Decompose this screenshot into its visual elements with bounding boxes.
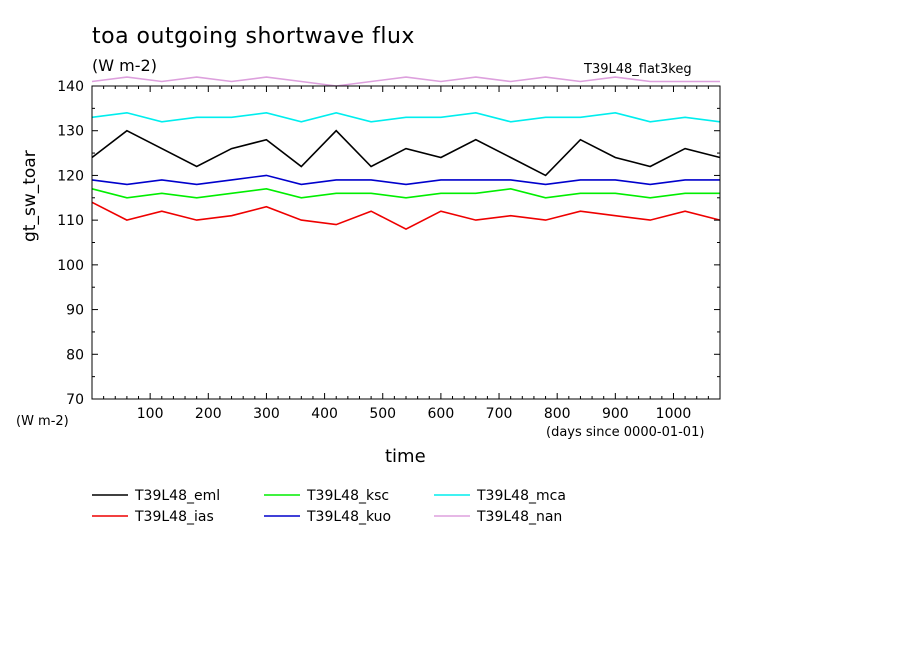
y-axis-units: (W m-2) [16,414,69,429]
run-label: T39L48_flat3keg [584,62,692,77]
chart-title: toa outgoing shortwave flux [92,24,415,49]
x-tick-label: 300 [253,406,280,422]
legend-label-T39L48_ias: T39L48_ias [134,509,214,525]
series-layer [91,76,721,230]
y-tick-label: 100 [57,258,84,274]
series-line-T39L48_nan [91,76,720,87]
x-tick-label: 800 [544,406,571,422]
series-line-T39L48_mca [91,111,721,123]
x-axis-title: time [385,446,426,467]
chart-subtitle: (W m-2) [92,56,157,75]
series-line-T39L48_ias [91,201,721,230]
y-tick-label: 130 [57,124,84,140]
y-tick-label: 120 [57,168,84,184]
x-tick-label: 100 [137,406,164,422]
legend-label-T39L48_ksc: T39L48_ksc [306,488,389,504]
x-tick-label: 1000 [656,406,692,422]
plot-frame [91,85,721,400]
y-tick-label: 90 [66,303,84,319]
legend: T39L48_eml T39L48_ias T39L48_ksc T39L48_kuo… [92,488,566,525]
series-line-T39L48_ksc [91,187,720,199]
legend-label-T39L48_eml: T39L48_eml [134,488,220,504]
y-tick-label: 110 [57,213,84,229]
x-tick-label: 500 [369,406,396,422]
x-tick-label: 900 [602,406,629,422]
y-tick-label: 80 [66,347,84,363]
y-tick-label: 70 [66,392,84,408]
legend-label-T39L48_nan: T39L48_nan [476,509,562,525]
x-axis-units: (days since 0000-01-01) [546,425,705,440]
series-line-T39L48_eml [91,129,721,177]
x-tick-label: 700 [486,406,513,422]
y-tick-label: 140 [57,79,84,95]
legend-label-T39L48_kuo: T39L48_kuo [306,509,391,525]
x-tick-label: 400 [311,406,338,422]
x-tick-label: 200 [195,406,222,422]
series-line-T39L48_kuo [91,174,720,186]
axis-layer: 100 200 300 400 500 600 700 800 900 1000 70 80 90 100… [57,79,720,422]
x-tick-label: 600 [428,406,455,422]
legend-label-T39L48_mca: T39L48_mca [476,488,566,504]
